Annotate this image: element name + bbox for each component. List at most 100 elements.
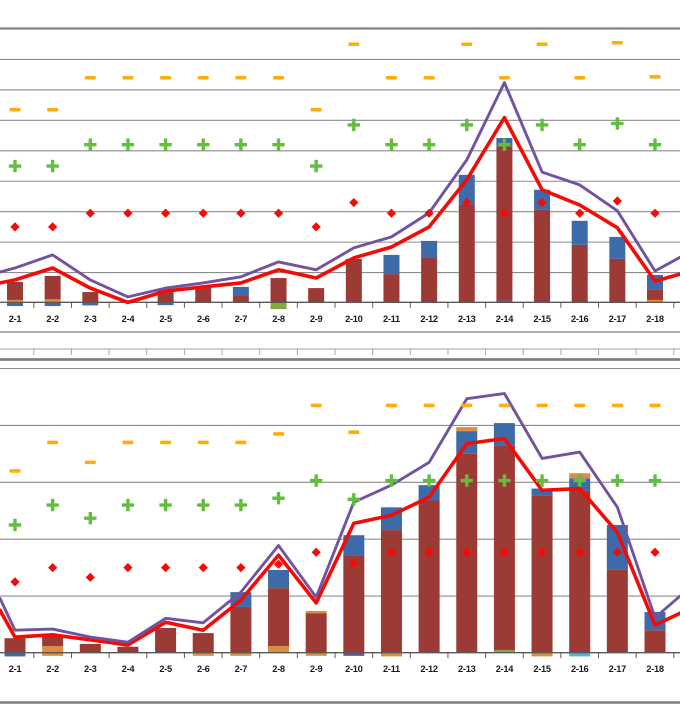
- red-diamond-marker: [198, 208, 208, 218]
- red-diamond-marker: [612, 196, 622, 206]
- x-axis-label: 2-1: [9, 664, 22, 674]
- red-diamond-marker: [537, 197, 547, 208]
- bar-segment-orange: [531, 653, 553, 657]
- bar-segment-maroon: [343, 555, 365, 653]
- bar-segment-orange: [646, 299, 663, 303]
- green-plus-marker: [648, 138, 662, 151]
- red-diamond-marker: [10, 577, 20, 587]
- purple-line: [0, 81, 680, 299]
- x-axis-label: 2-8: [272, 664, 285, 674]
- orange-dash-marker: [649, 403, 661, 408]
- bar-segment-green: [493, 650, 515, 653]
- red-diamond-marker: [575, 547, 585, 557]
- bar-segment-blue: [493, 423, 515, 446]
- orange-dash-marker: [498, 75, 510, 80]
- green-plus-marker: [272, 492, 285, 505]
- bar-segment-orange: [456, 427, 478, 432]
- red-diamond-marker: [575, 208, 585, 218]
- x-axis-label: 2-5: [159, 314, 172, 324]
- green-plus-marker: [8, 518, 22, 532]
- x-axis-label: 2-4: [122, 664, 136, 674]
- green-plus-marker: [611, 117, 624, 130]
- orange-dash-marker: [611, 40, 623, 45]
- orange-dash-marker: [197, 75, 209, 80]
- bar-segment-orange: [305, 653, 327, 656]
- x-axis-label: 2-6: [197, 664, 210, 674]
- red-diamond-marker: [160, 208, 171, 218]
- orange-dash-marker: [235, 75, 247, 80]
- purple-line: [0, 392, 680, 644]
- bar-segment-blue: [232, 286, 249, 296]
- red-diamond-marker: [386, 547, 397, 557]
- green-plus-marker: [46, 159, 59, 173]
- bar-segment-maroon: [117, 646, 139, 653]
- orange-dash-marker: [461, 403, 473, 408]
- orange-dash-marker: [122, 440, 134, 445]
- bar-segment-blue: [606, 524, 628, 570]
- x-axis-label: 2-8: [272, 314, 285, 324]
- orange-dash-marker: [9, 469, 21, 473]
- bar-segment-purple: [343, 653, 365, 656]
- bar-segment-maroon: [534, 209, 551, 303]
- bar-segment-blue: [7, 303, 23, 307]
- bar-segment-maroon: [270, 278, 287, 303]
- red-diamond-marker: [499, 547, 510, 557]
- bar-segment-blue: [609, 236, 626, 259]
- orange-dash-marker: [235, 440, 247, 445]
- bar-segment-maroon: [42, 635, 64, 647]
- red-diamond-marker: [48, 563, 58, 573]
- bar-segment-maroon: [155, 627, 177, 653]
- bar-segment-orange: [305, 610, 327, 614]
- orange-dash-marker: [423, 75, 435, 80]
- green-plus-marker: [573, 474, 586, 487]
- orange-dash-marker: [310, 403, 322, 408]
- orange-dash-marker: [273, 75, 285, 80]
- green-plus-marker: [197, 498, 210, 512]
- green-plus-marker: [84, 138, 97, 151]
- green-plus-marker: [385, 474, 398, 487]
- red-diamond-marker: [85, 572, 95, 582]
- x-axis-label: 2-6: [197, 314, 210, 324]
- orange-dash-marker: [84, 75, 96, 80]
- green-plus-marker: [309, 159, 323, 173]
- orange-dash-marker: [160, 440, 172, 445]
- orange-dash-marker: [84, 460, 96, 465]
- orange-dash-marker: [385, 403, 397, 408]
- red-diamond-marker: [236, 563, 246, 573]
- bar-segment-teal: [569, 653, 591, 657]
- x-axis-label: 2-7: [235, 664, 248, 674]
- green-plus-marker: [309, 474, 323, 487]
- green-plus-marker: [422, 474, 436, 487]
- green-plus-marker: [347, 493, 361, 506]
- bar-segment-blue: [268, 569, 290, 589]
- red-diamond-marker: [273, 559, 284, 569]
- green-plus-marker: [535, 118, 549, 132]
- orange-dash-marker: [536, 403, 548, 408]
- green-plus-marker: [611, 474, 624, 487]
- green-plus-marker: [121, 138, 135, 151]
- x-axis-label: 2-9: [310, 314, 323, 324]
- x-axis-label: 2-11: [383, 314, 400, 324]
- red-diamond-marker: [537, 547, 547, 557]
- x-axis-label: 2-12: [420, 664, 438, 674]
- bar-segment-orange: [380, 653, 402, 657]
- bar-segment-maroon: [44, 275, 61, 300]
- bar-segment-maroon: [268, 588, 290, 647]
- red-diamond-marker: [160, 563, 171, 573]
- green-plus-marker: [460, 474, 473, 487]
- green-plus-marker: [498, 474, 511, 487]
- bar-segment-maroon: [644, 630, 666, 653]
- red-diamond-marker: [236, 208, 246, 218]
- red-diamond-marker: [499, 208, 510, 218]
- bar-segment-maroon: [82, 292, 99, 303]
- orange-dash-marker: [273, 432, 285, 436]
- green-plus-marker: [84, 511, 97, 525]
- bar-segment-blue: [44, 303, 61, 307]
- bar-segment-maroon: [305, 613, 327, 653]
- orange-dash-marker: [9, 107, 21, 112]
- green-plus-marker: [648, 474, 662, 487]
- x-axis-label: 2-17: [609, 314, 627, 324]
- red-diamond-marker: [123, 208, 133, 218]
- bar-segment-maroon: [345, 258, 362, 303]
